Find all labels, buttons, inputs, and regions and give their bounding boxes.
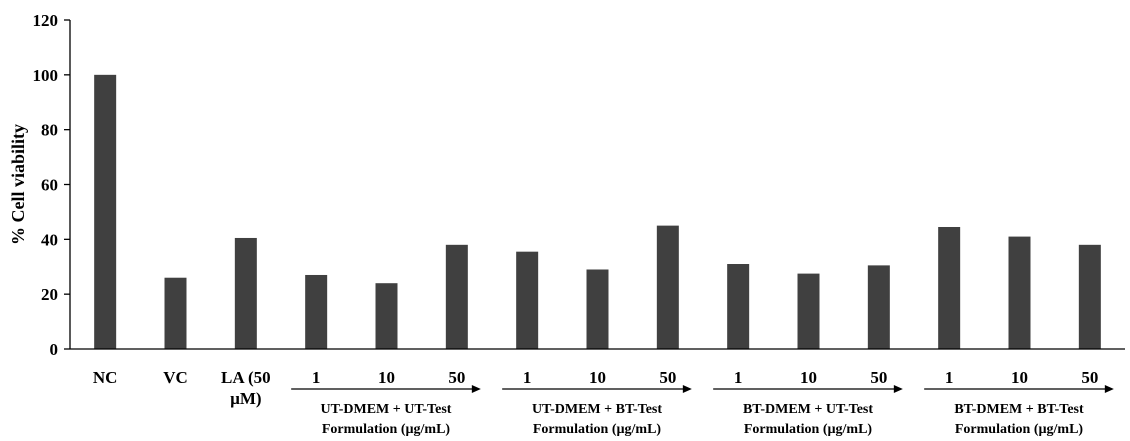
bar (867, 265, 890, 349)
bars (94, 74, 1101, 349)
category-label: NC (93, 368, 118, 387)
y-tick-label: 20 (41, 285, 58, 304)
category-label: 10 (1011, 368, 1028, 387)
group-labels: UT-DMEM + UT-Test Formulation (µg/mL) UT-D… (291, 385, 1114, 437)
bar (586, 269, 609, 349)
bar (234, 237, 257, 349)
bar (1008, 236, 1031, 349)
y-axis-ticks: 0 20 40 60 80 100 120 (33, 11, 70, 359)
category-label: 50 (870, 368, 887, 387)
group-label: Formulation (µg/mL) (955, 422, 1084, 437)
y-tick-label: 60 (41, 176, 58, 195)
category-label: 50 (1081, 368, 1098, 387)
group-arrow-head (893, 385, 903, 393)
group-label: Formulation (µg/mL) (533, 422, 662, 437)
bar (797, 273, 820, 349)
y-tick-label: 0 (50, 340, 59, 359)
y-tick-label: 120 (33, 11, 59, 30)
y-axis-label: % Cell viability (8, 124, 28, 245)
category-label: 50 (659, 368, 676, 387)
bar (938, 226, 961, 349)
bar (445, 244, 468, 349)
category-label: 10 (589, 368, 606, 387)
group-arrow-head (471, 385, 481, 393)
bar (164, 277, 187, 349)
group-label: UT-DMEM + UT-Test (321, 402, 452, 417)
y-tick-label: 40 (41, 230, 58, 249)
category-label: µM) (230, 389, 262, 408)
bar (305, 274, 328, 349)
bar (656, 225, 679, 349)
group-label: Formulation (µg/mL) (744, 422, 873, 437)
y-tick-label: 80 (41, 121, 58, 140)
group-arrow-head (682, 385, 692, 393)
group-arrow-head (1104, 385, 1114, 393)
group-label: UT-DMEM + BT-Test (532, 402, 662, 417)
category-label: 50 (448, 368, 465, 387)
category-label: VC (163, 368, 188, 387)
y-tick-label: 100 (33, 66, 59, 85)
group-label: BT-DMEM + BT-Test (954, 402, 1084, 417)
category-label: 1 (523, 368, 532, 387)
category-label: 1 (312, 368, 321, 387)
category-label: 10 (800, 368, 817, 387)
category-label: 10 (378, 368, 395, 387)
bar (1078, 244, 1101, 349)
bar (94, 74, 117, 349)
group-label: BT-DMEM + UT-Test (743, 402, 873, 417)
category-label: LA (50 (221, 368, 271, 387)
category-labels: NC VC LA (50 µM) 1 10 50 1 10 50 1 10 50 1 10 50 (93, 368, 1098, 408)
bar (516, 251, 539, 349)
bar (727, 264, 750, 349)
group-label: Formulation (µg/mL) (322, 422, 451, 437)
category-label: 1 (734, 368, 743, 387)
bar (375, 283, 398, 349)
category-label: 1 (945, 368, 954, 387)
